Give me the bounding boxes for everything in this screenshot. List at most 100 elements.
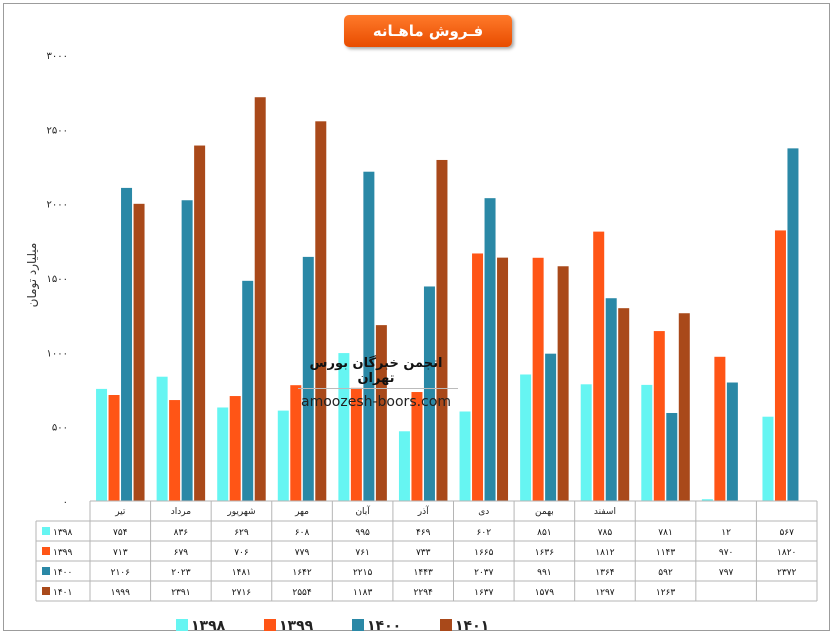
y-tick-label: ۲۰۰۰ bbox=[47, 200, 68, 211]
legend-swatch bbox=[440, 619, 452, 631]
data-label: ۹۹۱ bbox=[537, 568, 552, 578]
data-label: ۱۵۷۹ bbox=[535, 588, 555, 598]
bar bbox=[96, 388, 108, 501]
bar bbox=[290, 385, 302, 501]
bar bbox=[398, 431, 410, 501]
bar bbox=[787, 148, 799, 501]
bar bbox=[350, 387, 362, 501]
data-label: ۶۰۲ bbox=[477, 528, 492, 538]
data-label: ۸۵۱ bbox=[537, 528, 552, 538]
table-series-name: ۱۳۹۸ bbox=[53, 528, 73, 538]
bar bbox=[194, 145, 206, 501]
y-tick-label: ۱۰۰۰ bbox=[47, 348, 68, 359]
data-label: ۹۷۰ bbox=[719, 548, 734, 558]
data-label: ۷۶۱ bbox=[355, 548, 370, 558]
bar bbox=[701, 499, 713, 501]
data-label: ۵۶۷ bbox=[779, 528, 794, 538]
data-label: ۱۲ bbox=[721, 528, 731, 538]
bar bbox=[580, 384, 592, 501]
data-label: ۱۱۸۳ bbox=[353, 588, 373, 598]
chart-frame bbox=[3, 3, 830, 631]
category-label: مرداد bbox=[171, 507, 191, 517]
y-tick-label: ۰ bbox=[63, 497, 68, 508]
bar bbox=[133, 203, 145, 501]
legend-swatch bbox=[352, 619, 364, 631]
data-label: ۲۲۱۵ bbox=[353, 568, 373, 578]
category-label: دی bbox=[478, 507, 489, 517]
legend-label: ۱۳۹۸ bbox=[191, 618, 226, 634]
bar bbox=[302, 256, 314, 501]
data-label: ۱۶۶۵ bbox=[474, 548, 494, 558]
data-label: ۲۰۳۷ bbox=[474, 568, 494, 578]
bar bbox=[459, 411, 471, 501]
bar bbox=[108, 395, 120, 501]
legend-swatch bbox=[176, 619, 188, 631]
data-label: ۲۱۰۶ bbox=[111, 568, 131, 578]
data-label: ۱۸۲۰ bbox=[777, 548, 796, 558]
bar bbox=[436, 159, 448, 501]
category-label: آذر bbox=[417, 505, 429, 517]
data-label: ۷۸۵ bbox=[598, 528, 613, 538]
data-label: ۷۳۳ bbox=[416, 548, 431, 558]
data-label: ۷۹۷ bbox=[719, 568, 734, 578]
watermark-divider bbox=[298, 388, 458, 389]
watermark-title: انجمن خبرگان بورس تهران bbox=[309, 356, 443, 386]
bar bbox=[423, 286, 435, 501]
data-label: ۲۳۷۲ bbox=[777, 568, 797, 578]
y-tick-label: ۳۰۰۰ bbox=[47, 51, 68, 62]
data-label: ۱۴۴۳ bbox=[414, 568, 434, 578]
bar bbox=[484, 198, 496, 501]
data-label: ۷۵۴ bbox=[113, 528, 128, 538]
watermark-url: amoozesh-boors.com bbox=[301, 394, 451, 410]
data-label: ۴۶۹ bbox=[416, 528, 431, 538]
data-label: ۲۵۵۴ bbox=[292, 588, 312, 598]
data-label: ۱۲۶۳ bbox=[656, 588, 676, 598]
bar bbox=[641, 384, 653, 501]
bar bbox=[714, 356, 726, 501]
table-series-key bbox=[42, 587, 50, 595]
bar bbox=[593, 231, 605, 501]
data-label: ۱۶۳۷ bbox=[474, 588, 494, 598]
bar bbox=[762, 416, 774, 501]
data-label: ۶۷۹ bbox=[174, 548, 189, 558]
chart-title: فـروش ماهـانه زاگـــرس bbox=[344, 15, 512, 72]
data-label: ۲۷۱۶ bbox=[232, 588, 252, 598]
bar bbox=[497, 257, 509, 501]
bar bbox=[605, 298, 617, 501]
table-series-key bbox=[42, 567, 50, 575]
legend-label: ۱۳۹۹ bbox=[279, 618, 314, 634]
bar bbox=[363, 171, 375, 501]
bar bbox=[774, 230, 786, 501]
category-label: شهریور bbox=[226, 507, 255, 517]
y-tick-label: ۵۰۰ bbox=[52, 423, 68, 434]
category-label: بهمن bbox=[535, 507, 554, 517]
data-label: ۲۳۹۱ bbox=[171, 588, 190, 598]
bar bbox=[545, 353, 557, 501]
legend-label: ۱۴۰۱ bbox=[455, 618, 489, 634]
table-series-key bbox=[42, 527, 50, 535]
bar bbox=[169, 400, 181, 501]
bar bbox=[411, 392, 423, 501]
data-label: ۷۷۹ bbox=[295, 548, 310, 558]
data-label: ۶۲۹ bbox=[234, 528, 249, 538]
data-label: ۷۸۱ bbox=[658, 528, 673, 538]
data-label: ۵۹۲ bbox=[658, 568, 673, 578]
bar bbox=[472, 253, 484, 501]
data-label: ۱۸۱۲ bbox=[595, 548, 615, 558]
legend-label: ۱۴۰۰ bbox=[367, 618, 401, 634]
bar bbox=[618, 308, 630, 501]
y-axis-label: میلیارد تومان bbox=[25, 243, 40, 308]
data-label: ۲۲۹۴ bbox=[414, 588, 434, 598]
bar bbox=[338, 353, 350, 501]
data-label: ۸۳۶ bbox=[174, 528, 189, 538]
data-label: ۶۰۸ bbox=[295, 528, 310, 538]
legend-swatch bbox=[264, 619, 276, 631]
bar bbox=[242, 280, 254, 501]
bar bbox=[726, 382, 738, 501]
bar bbox=[156, 376, 168, 501]
category-label: آبان bbox=[355, 505, 370, 517]
bar bbox=[217, 407, 229, 501]
data-label: ۱۳۶۴ bbox=[595, 568, 615, 578]
bar bbox=[557, 266, 569, 501]
